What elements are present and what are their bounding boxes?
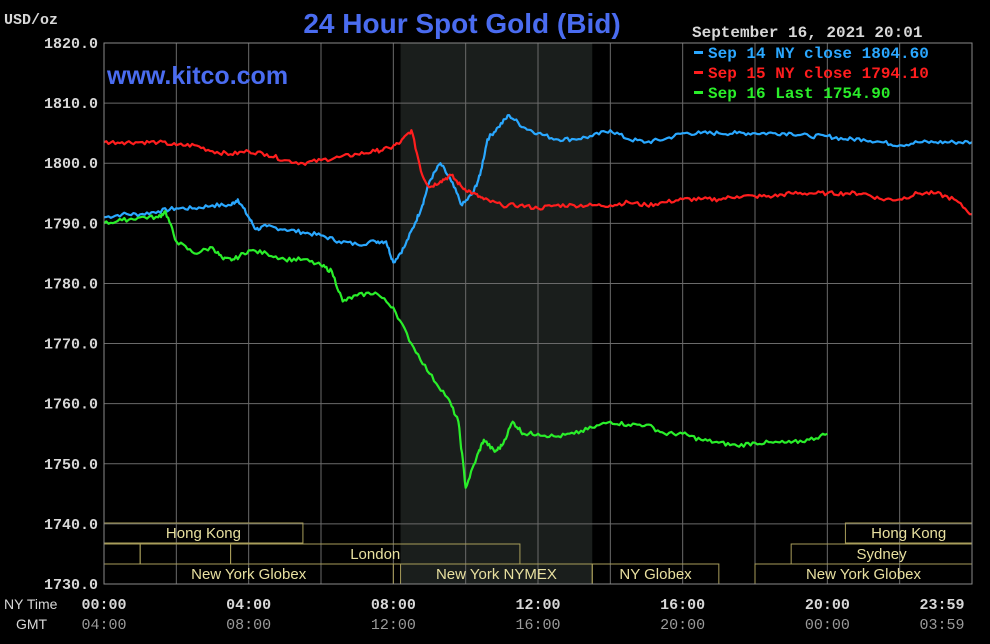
session-label: New York Globex xyxy=(191,566,307,583)
x-tick-label-ny: 00:00 xyxy=(81,597,126,614)
x-tick-label-ny: 04:00 xyxy=(226,597,271,614)
timestamp: September 16, 2021 20:01 xyxy=(692,24,922,42)
y-tick-label: 1730.0 xyxy=(44,577,98,594)
x-tick-label-gmt: 16:00 xyxy=(515,617,560,634)
plot-frame xyxy=(103,42,973,585)
y-tick-label: 1810.0 xyxy=(44,96,98,113)
brand-label: www.kitco.com xyxy=(106,62,288,90)
y-tick-label: 1780.0 xyxy=(44,276,98,293)
y-tick-label: 1760.0 xyxy=(44,397,98,414)
legend-entry-sep14: Sep 14 NY close 1804.60 xyxy=(708,45,929,63)
legend-entry-sep16: Sep 16 Last 1754.90 xyxy=(708,85,890,103)
x-tick-label-ny: 20:00 xyxy=(805,597,850,614)
y-tick-label: 1820.0 xyxy=(44,36,98,53)
y-tick-label: 1770.0 xyxy=(44,337,98,354)
x-tick-label-gmt: 12:00 xyxy=(371,617,416,634)
x-tick-label-gmt: 03:59 xyxy=(919,617,964,634)
x-tick-label-ny: 12:00 xyxy=(515,597,560,614)
legend: Sep 14 NY close 1804.60 Sep 15 NY close … xyxy=(694,45,929,103)
series-lines xyxy=(103,114,973,489)
session-label: New York Globex xyxy=(806,566,922,583)
session-label: New York NYMEX xyxy=(436,566,557,583)
session-label: Sydney xyxy=(857,546,908,563)
x-tick-label-ny: 23:59 xyxy=(919,597,964,614)
x-tick-label-gmt: 00:00 xyxy=(805,617,850,634)
legend-swatch-sep15 xyxy=(694,71,703,74)
x-tick-label-gmt: 04:00 xyxy=(81,617,126,634)
session-label: NY Globex xyxy=(619,566,692,583)
x-tick-label-gmt: 08:00 xyxy=(226,617,271,634)
x-tick-label-gmt: 20:00 xyxy=(660,617,705,634)
legend-swatch-sep16 xyxy=(694,91,703,94)
legend-entry-sep15: Sep 15 NY close 1794.10 xyxy=(708,65,929,83)
session-label: Hong Kong xyxy=(871,525,946,542)
gmt-row-label: GMT xyxy=(16,616,48,632)
session-label: London xyxy=(350,546,400,563)
y-tick-label: 1800.0 xyxy=(44,156,98,173)
series-line-0 xyxy=(103,114,973,264)
legend-swatch-sep14 xyxy=(694,51,703,54)
ny-time-row-label: NY Time xyxy=(4,596,58,612)
session-label: Hong Kong xyxy=(166,525,241,542)
shaded-session-area xyxy=(400,43,593,584)
y-unit-label: USD/oz xyxy=(4,12,58,29)
x-tick-label-ny: 08:00 xyxy=(371,597,416,614)
y-axis-ticks: 1820.0 1810.0 1800.0 1790.0 1780.0 1770.0 1760… xyxy=(44,36,98,594)
x-axis-ticks: 00:00 04:00 04:00 08:00 08:00 12:00 12:00 16:00… xyxy=(81,597,964,634)
y-tick-label: 1790.0 xyxy=(44,216,98,233)
x-tick-label-ny: 16:00 xyxy=(660,597,705,614)
series-line-1 xyxy=(103,129,973,216)
series-line-2 xyxy=(103,210,828,489)
chart-title: 24 Hour Spot Gold (Bid) xyxy=(303,8,620,39)
y-tick-label: 1740.0 xyxy=(44,517,98,534)
y-tick-label: 1750.0 xyxy=(44,457,98,474)
